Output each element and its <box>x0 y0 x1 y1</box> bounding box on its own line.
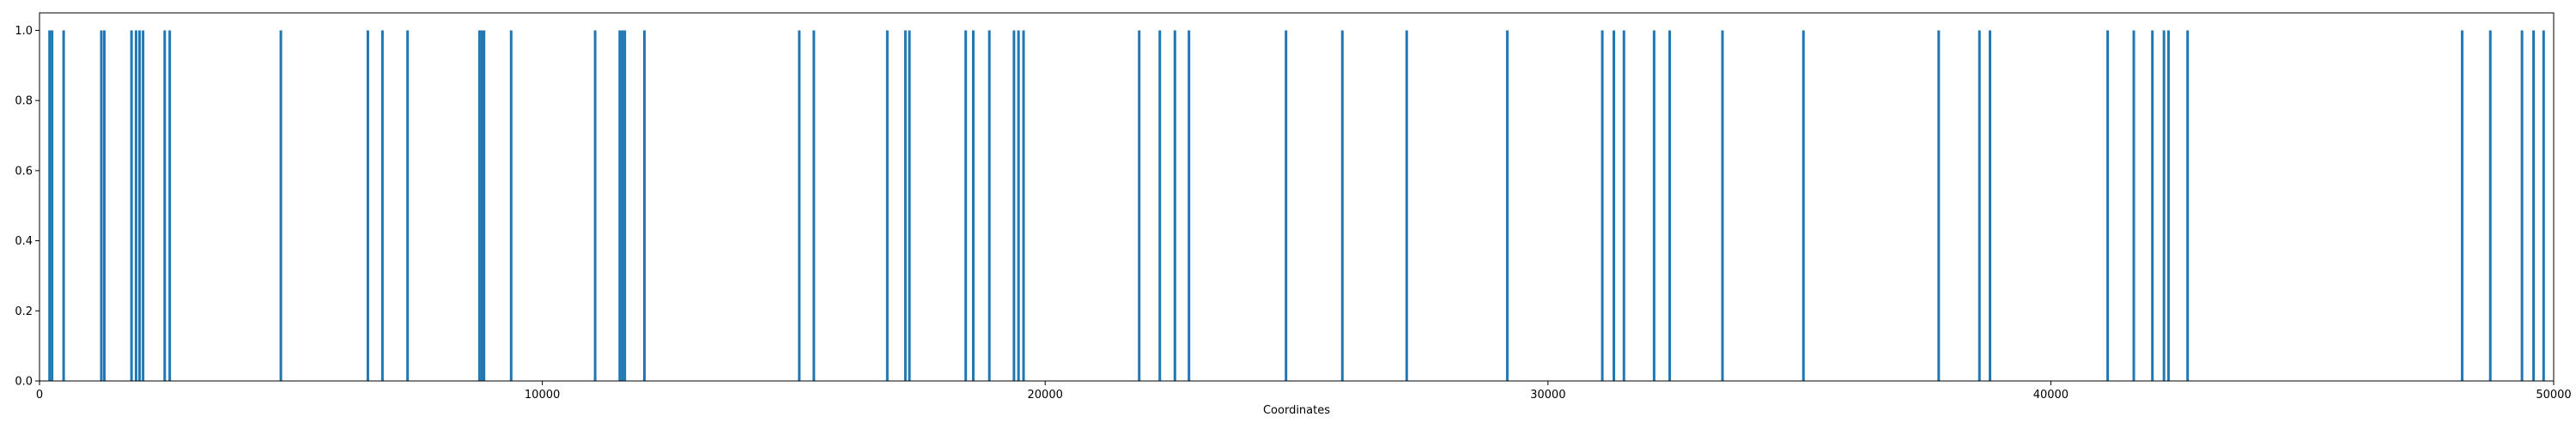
bar <box>2151 30 2154 382</box>
x-tick-label: 40000 <box>2033 389 2069 402</box>
y-axis: 0.0 0.2 0.4 0.6 0.8 1.0 <box>15 25 39 389</box>
y-tick-label: 0.8 <box>15 95 33 108</box>
bar <box>987 30 991 382</box>
bar <box>134 30 137 382</box>
bar <box>2106 30 2110 382</box>
bar <box>1022 30 1025 382</box>
bar <box>163 30 167 382</box>
bar <box>1012 30 1016 382</box>
bar <box>2532 30 2536 382</box>
bar <box>138 30 142 382</box>
bar <box>1989 30 1992 382</box>
x-tick-label: 50000 <box>2536 389 2571 402</box>
bar <box>51 30 54 382</box>
bar <box>618 30 622 382</box>
bar <box>623 30 627 382</box>
plot-frame <box>39 12 2555 382</box>
y-tick-label: 0.4 <box>15 235 33 248</box>
bar <box>1405 30 1408 382</box>
bar <box>483 30 486 382</box>
bar <box>1340 30 1344 382</box>
y-tick-label: 0.6 <box>15 165 33 178</box>
bar <box>1138 30 1141 382</box>
bar <box>1613 30 1616 382</box>
bar <box>103 30 106 382</box>
bar <box>2542 30 2545 382</box>
bar <box>509 30 513 382</box>
bar <box>62 30 65 382</box>
bar <box>1622 30 1625 382</box>
bar <box>642 30 646 382</box>
bar <box>1978 30 1981 382</box>
bars-group <box>48 30 2545 382</box>
x-tick-label: 20000 <box>1028 389 1063 402</box>
x-tick-label: 30000 <box>1530 389 1565 402</box>
bar <box>48 30 52 382</box>
bar <box>1668 30 1672 382</box>
bar <box>2162 30 2166 382</box>
bar <box>2186 30 2190 382</box>
bar <box>477 30 481 382</box>
bar <box>130 30 133 382</box>
y-tick-label: 1.0 <box>15 25 33 38</box>
bar <box>621 30 624 382</box>
bar <box>168 30 172 382</box>
x-tick-label: 10000 <box>525 389 560 402</box>
bar <box>798 30 801 382</box>
bar <box>1721 30 1724 382</box>
bar <box>1652 30 1656 382</box>
bar <box>2520 30 2524 382</box>
plot-background <box>39 13 2554 381</box>
bar <box>480 30 483 382</box>
y-tick-label: 0.0 <box>15 376 33 389</box>
bar <box>1158 30 1162 382</box>
bar <box>885 30 889 382</box>
bar <box>2488 30 2492 382</box>
bar <box>1505 30 1509 382</box>
bar <box>279 30 283 382</box>
bar <box>908 30 911 382</box>
x-axis: 0 10000 20000 30000 40000 50000 <box>36 381 2572 402</box>
y-tick-label: 0.2 <box>15 305 33 318</box>
bar <box>2460 30 2464 382</box>
bar <box>1801 30 1805 382</box>
bar <box>1017 30 1020 382</box>
bar <box>1173 30 1176 382</box>
bar <box>1188 30 1191 382</box>
bar <box>142 30 145 382</box>
bar <box>812 30 816 382</box>
bar <box>1601 30 1604 382</box>
bar <box>380 30 384 382</box>
bar <box>964 30 968 382</box>
bar <box>100 30 103 382</box>
bar <box>593 30 597 382</box>
bar <box>406 30 410 382</box>
bar <box>903 30 907 382</box>
x-tick-label: 0 <box>36 389 43 402</box>
x-axis-label: Coordinates <box>1263 404 1330 417</box>
bar <box>366 30 369 382</box>
bar <box>1285 30 1288 382</box>
bar <box>971 30 975 382</box>
bar <box>2166 30 2170 382</box>
bar <box>1937 30 1941 382</box>
bar <box>2132 30 2136 382</box>
